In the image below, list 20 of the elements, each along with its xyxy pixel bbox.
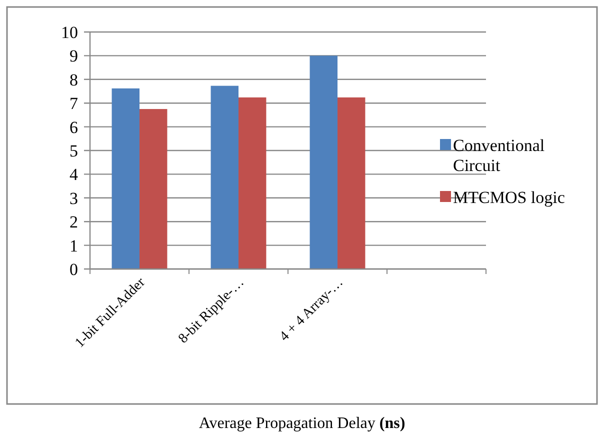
y-tick-label: 8 (70, 70, 78, 90)
bar (338, 97, 366, 269)
y-tick-label: 3 (70, 188, 78, 208)
y-tick-label: 5 (70, 141, 78, 160)
y-tick-label: 9 (70, 46, 78, 66)
bar (238, 97, 266, 269)
y-tick-label: 10 (61, 22, 78, 42)
bar (310, 56, 338, 269)
y-tick-label: 6 (70, 118, 78, 137)
y-tick-label: 1 (70, 236, 78, 256)
y-tick-label: 0 (70, 260, 78, 279)
y-tick-label: 4 (70, 165, 78, 184)
y-tick-label: 2 (70, 212, 78, 232)
bar (210, 86, 238, 269)
legend-label: MTCMOS logic (453, 188, 566, 207)
y-tick-label: 7 (70, 94, 78, 114)
legend-label: Conventional Circuit (453, 136, 545, 175)
bar (140, 109, 168, 269)
x-axis-title: Average Propagation Delay (ns) (198, 415, 406, 432)
bar (112, 88, 140, 269)
